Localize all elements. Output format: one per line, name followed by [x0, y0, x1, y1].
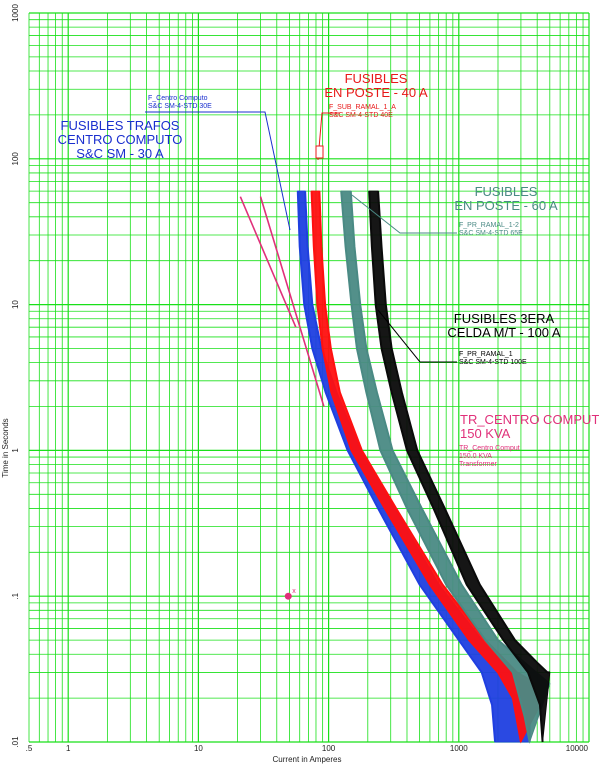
annotation-line: FUSIBLES 3ERA	[454, 311, 555, 326]
leader-line-3	[351, 194, 457, 234]
y-tick-label: 10	[11, 300, 20, 309]
fuse-min-curve-3	[340, 191, 531, 743]
inrush-marker	[284, 592, 292, 600]
x-axis-label: Current in Amperes	[273, 755, 342, 764]
annotation-line: S&C SM-4-STD 30E	[148, 103, 212, 110]
annotation-fus-trafos: FUSIBLES TRAFOS CENTRO COMPUTO S&C SM - 30…	[58, 118, 183, 161]
transformer-damage-curve	[239, 196, 325, 407]
leader-marker	[315, 145, 324, 159]
annotation-line: CELDA M/T - 100 A	[447, 325, 561, 340]
x-tick-label: 1000	[450, 744, 468, 753]
y-tick-label: .01	[11, 736, 20, 748]
annotation-line: FUSIBLES	[475, 184, 538, 199]
annotation-line: S&C SM - 30 A	[76, 146, 164, 161]
y-tick-label: 1000	[11, 4, 20, 22]
annotation-f-pr-ramal-1: F_PR_RAMAL_1 S&C SM-4-STD 100E	[459, 351, 527, 366]
annotation-line: F_Centro Computo	[148, 95, 208, 102]
annotation-line: S&C SM-4-STD 65E	[459, 230, 523, 237]
fuse-curves	[296, 190, 551, 744]
annotation-fus-poste-40: FUSIBLES EN POSTE - 40 A	[324, 71, 428, 100]
annotation-fus-poste-60: FUSIBLES EN POSTE - 60 A	[454, 184, 558, 213]
x-tick-label: .5	[26, 744, 33, 753]
annotation-line: S&C SM-4-STD 100E	[459, 359, 527, 366]
fuse-min-curve-2	[310, 191, 522, 743]
inrush-label: x	[292, 588, 296, 595]
annotation-line: FUSIBLES	[345, 71, 408, 86]
annotations: FUSIBLES TRAFOS CENTRO COMPUTO S&C SM - 30…	[58, 71, 599, 468]
annotation-f-pr-ramal-12: F_PR_RAMAL_1-2 S&C SM-4-STD 65E	[459, 222, 523, 237]
annotation-line: EN POSTE - 60 A	[454, 198, 558, 213]
y-tick-label: 100	[11, 152, 20, 166]
annotation-line: TR_CENTRO COMPUTO	[460, 412, 599, 427]
annotation-line: F_PR_RAMAL_1-2	[459, 222, 519, 229]
annotation-line: F_PR_RAMAL_1	[459, 351, 513, 358]
x-tick-label: 10000	[566, 744, 589, 753]
annotation-line: F_SUB_RAMAL_1_A	[329, 104, 396, 111]
y-tick-label: 1	[11, 448, 20, 453]
leader-line-1	[145, 111, 291, 231]
y-axis-label: Time in Seconds	[1, 418, 10, 477]
fuse-max-curve-4	[377, 191, 550, 674]
annotation-line: Transformer	[459, 461, 498, 468]
fuse-min-curve-1	[296, 191, 497, 743]
fuse-min-curve-4	[368, 191, 544, 743]
annotation-line: TR_Centro Comput	[459, 445, 520, 452]
x-tick-label: 1	[66, 744, 71, 753]
leader-line-2	[317, 112, 340, 161]
annotation-tr-centro-small: TR_Centro Comput 150.0 KVA Transformer	[459, 445, 520, 468]
transformer-line-2	[259, 196, 325, 407]
annotation-fus-3era: FUSIBLES 3ERA CELDA M/T - 100 A	[447, 311, 561, 340]
annotation-line: CENTRO COMPUTO	[58, 132, 183, 147]
y-tick-label: .1	[11, 592, 20, 599]
annotation-line: FUSIBLES TRAFOS	[61, 118, 180, 133]
annotation-f-centro: F_Centro Computo S&C SM-4-STD 30E	[148, 95, 212, 110]
annotation-line: EN POSTE - 40 A	[324, 85, 428, 100]
grid	[28, 12, 590, 743]
y-tick-labels: .01 .1 1 10 100 1000	[11, 4, 20, 748]
annotation-leaders	[145, 111, 457, 363]
annotation-line: S&C SM-4-STD 40E	[329, 112, 393, 119]
annotation-line: 150 KVA	[460, 426, 511, 441]
annotation-line: 150.0 KVA	[459, 453, 492, 460]
inrush-point: x	[284, 588, 296, 600]
annotation-tr-centro: TR_CENTRO COMPUTO 150 KVA	[460, 412, 599, 441]
transformer-line-1	[239, 196, 297, 328]
leader-line-4	[377, 309, 457, 363]
annotation-f-sub-ramal: F_SUB_RAMAL_1_A S&C SM-4-STD 40E	[329, 104, 396, 119]
x-tick-label: 10	[194, 744, 203, 753]
x-tick-labels: .5 1 10 100 1000 10000	[26, 744, 589, 753]
x-tick-label: 100	[322, 744, 336, 753]
